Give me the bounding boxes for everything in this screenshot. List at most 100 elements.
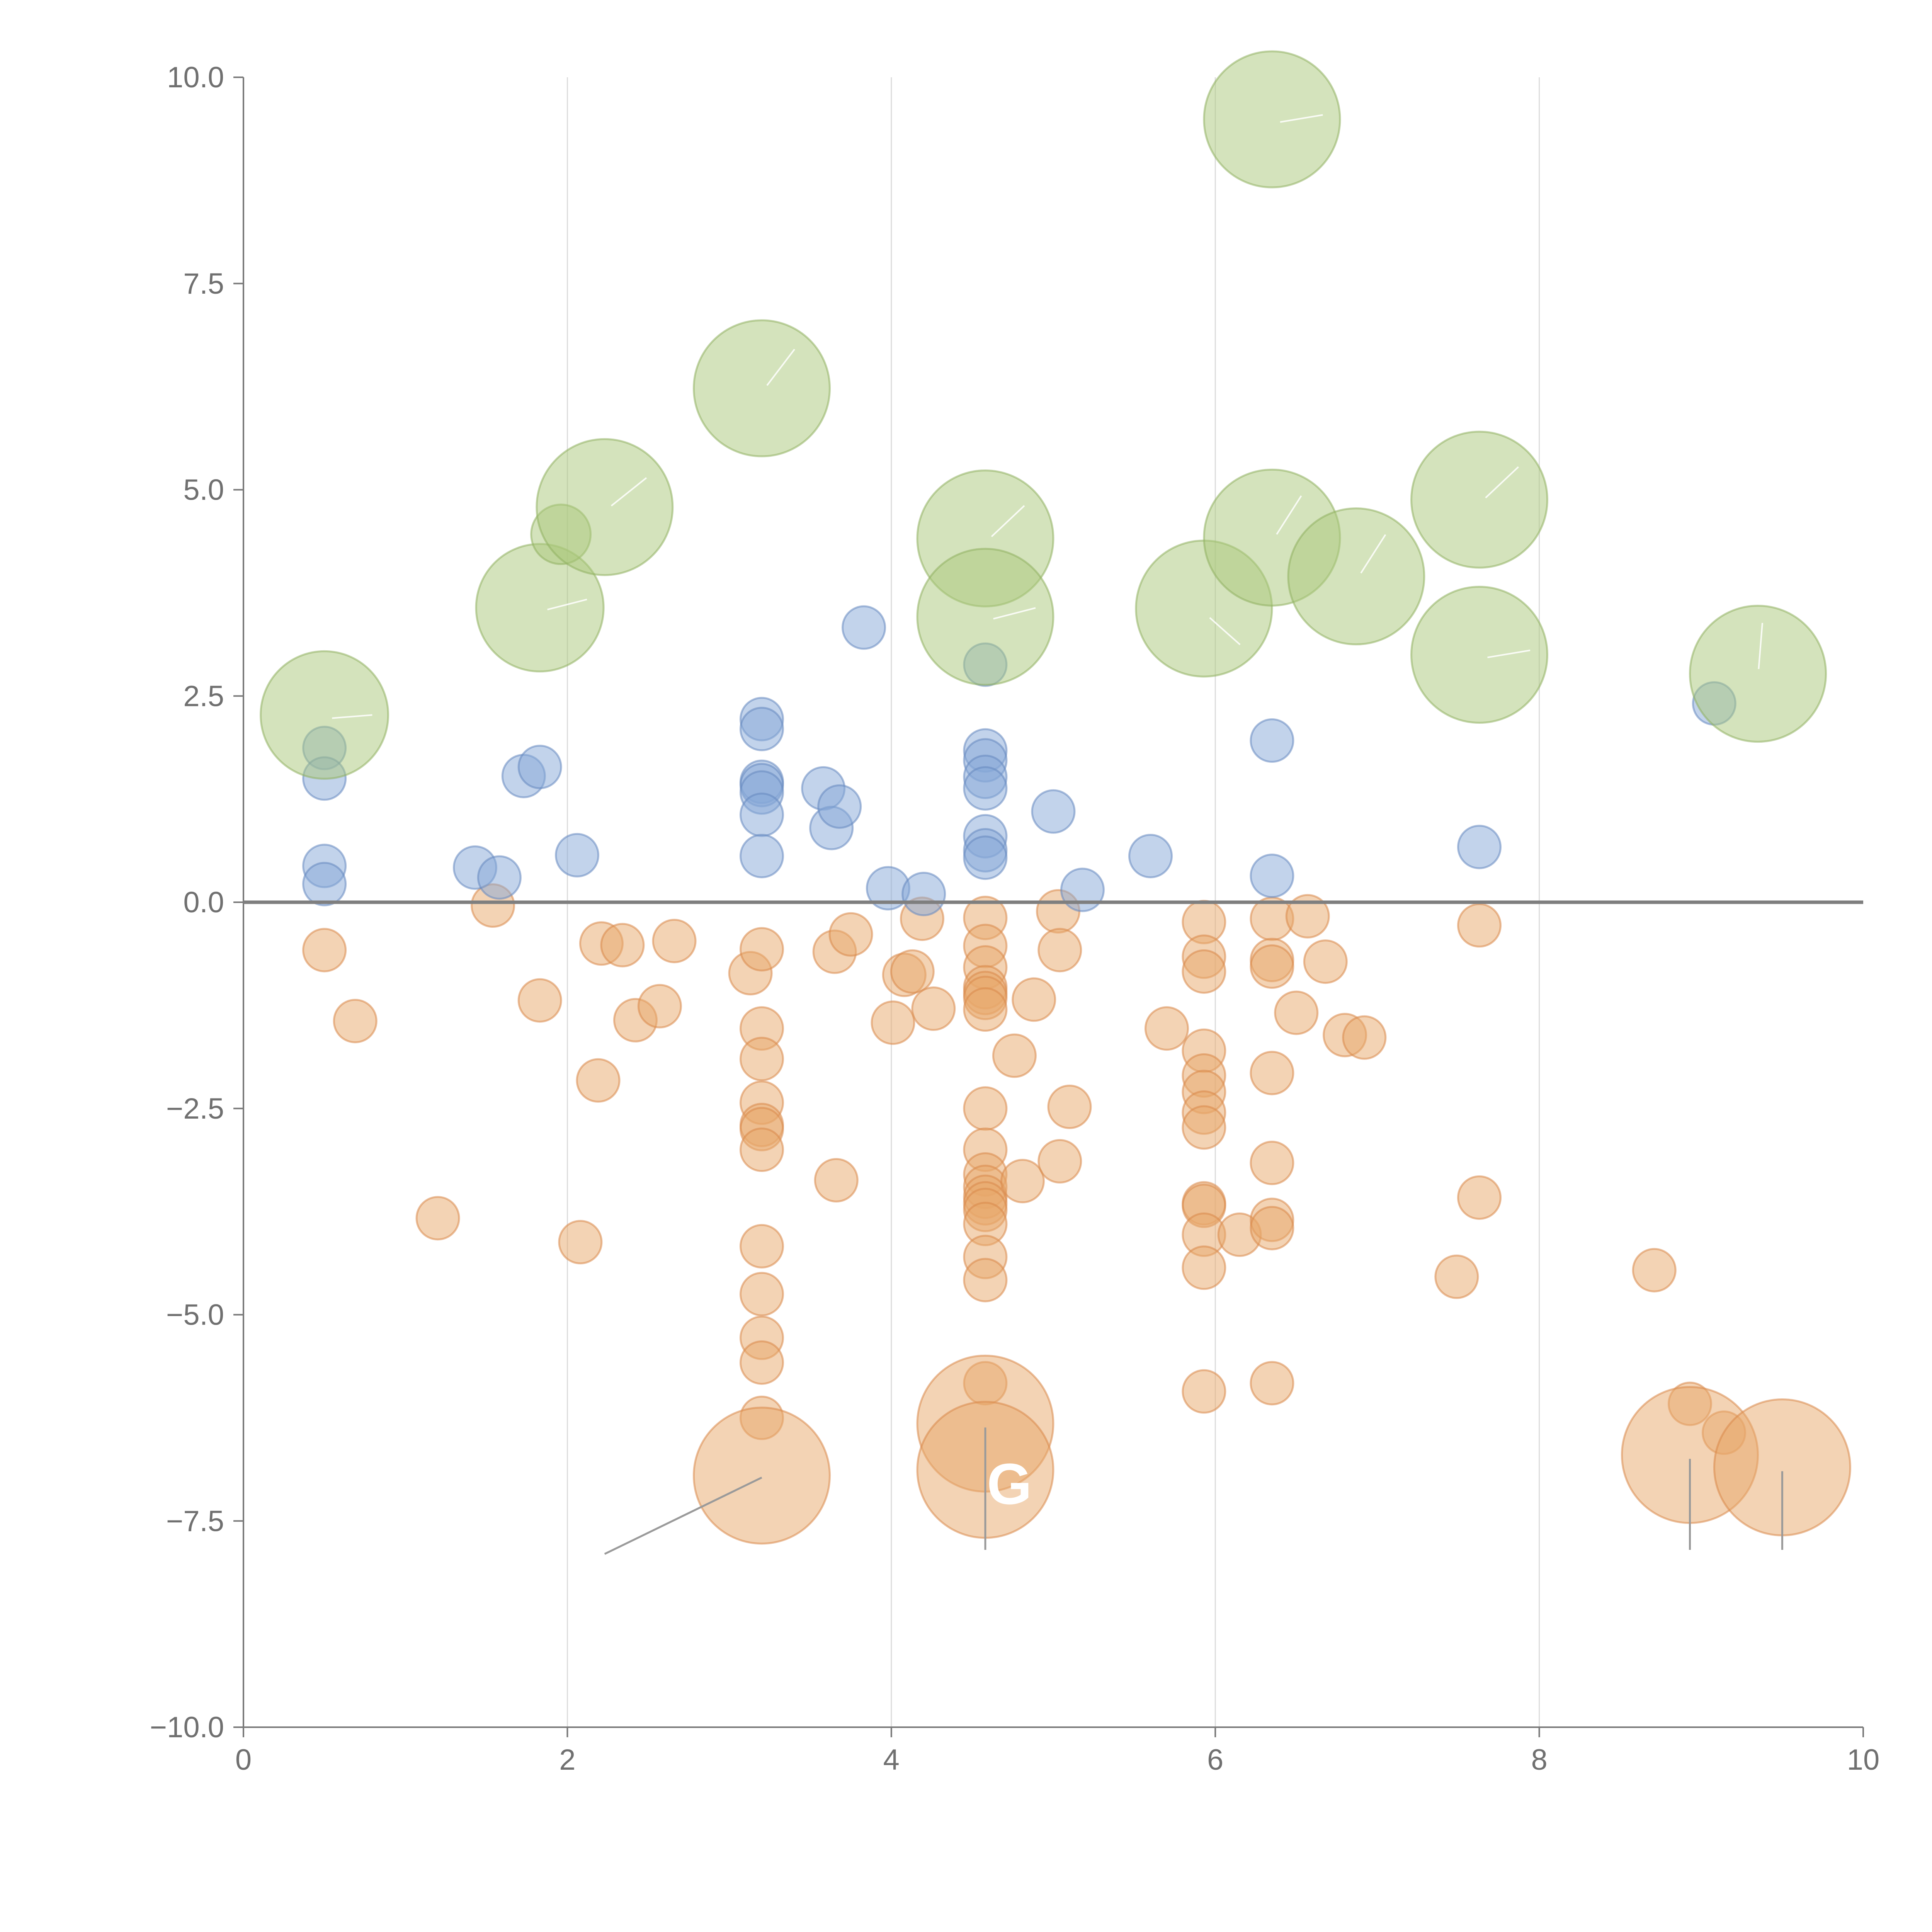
data-point-negative — [1457, 1175, 1502, 1220]
data-point-negative — [1182, 1245, 1226, 1290]
leader-line — [604, 1476, 762, 1555]
data-point-negative — [739, 1037, 784, 1082]
y-tick-label: 2.5 — [183, 680, 224, 713]
bubble-inner-stroke — [1487, 650, 1531, 658]
data-point-negative — [1434, 1254, 1479, 1299]
data-point-negative — [828, 912, 873, 957]
data-point-negative — [911, 986, 956, 1031]
data-point-negative — [576, 1058, 621, 1103]
data-point-negative — [1285, 894, 1330, 939]
data-point-large — [1287, 507, 1425, 646]
data-point-negative — [333, 998, 378, 1043]
data-point-positive — [963, 766, 1008, 811]
data-point-large — [1689, 605, 1827, 743]
data-point-negative — [739, 927, 784, 972]
bubble-inner-stroke — [1276, 495, 1302, 535]
bubbles — [260, 50, 1851, 1545]
data-point-negative — [302, 928, 347, 973]
data-point-large — [260, 650, 389, 780]
tick-labels: −10.0 −7.5 −5.0 −2.5 0.0 2.5 5.0 7.5 10.0 0 2 4 6 8 10 — [150, 61, 1880, 1776]
leader-lines — [604, 1427, 1783, 1555]
data-point-negative — [871, 1000, 915, 1045]
data-point-positive — [477, 855, 522, 900]
data-point-positive — [555, 833, 600, 878]
data-point-positive — [739, 707, 784, 752]
data-point-negative — [517, 978, 562, 1023]
data-point-negative — [739, 1224, 784, 1269]
data-point-large — [692, 319, 831, 457]
data-point-negative — [1250, 1051, 1294, 1095]
x-tick-label: 10 — [1847, 1743, 1880, 1776]
data-point-positive — [739, 833, 784, 878]
data-point-negative — [1047, 1084, 1092, 1129]
data-point-negative-large — [692, 1406, 831, 1545]
data-point-negative — [1250, 1141, 1294, 1185]
data-point-positive — [1060, 867, 1105, 912]
data-point-positive — [1457, 825, 1502, 869]
x-tick-label: 4 — [883, 1743, 900, 1776]
bubble-inner-stroke — [611, 477, 647, 507]
data-point-large — [1410, 586, 1548, 724]
data-point-positive — [302, 862, 347, 906]
y-tick-label: 0.0 — [183, 886, 224, 919]
bubble-inner-stroke — [1209, 617, 1241, 645]
x-tick-label: 0 — [235, 1743, 252, 1776]
bubble-inner-stroke — [547, 599, 587, 611]
data-point-negative — [1250, 1206, 1294, 1250]
data-point-negative — [1250, 944, 1294, 989]
data-point-positive — [901, 872, 946, 917]
bubble-inner-stroke — [1485, 466, 1519, 498]
data-point-positive — [1250, 854, 1294, 898]
data-point-negative — [1144, 1006, 1189, 1051]
data-point-negative — [814, 1158, 859, 1202]
data-point-negative — [652, 918, 697, 963]
y-tick-label: −5.0 — [166, 1299, 224, 1332]
bubble-inner-stroke — [1360, 534, 1386, 574]
data-point-negative — [739, 1128, 784, 1172]
data-point-negative — [1182, 949, 1226, 994]
bubble-inner-stroke — [766, 349, 795, 386]
data-point-negative — [600, 923, 645, 968]
bubble-inner-stroke — [1758, 622, 1764, 669]
data-point-positive — [517, 745, 562, 789]
x-tick-label: 8 — [1531, 1743, 1547, 1776]
data-point-positive — [817, 784, 862, 829]
y-tick-label: 10.0 — [167, 61, 224, 94]
data-point-negative — [1182, 1105, 1226, 1150]
data-point-negative — [1457, 903, 1502, 948]
data-point-negative — [1632, 1248, 1677, 1293]
bubble-inner-stroke — [1280, 114, 1323, 123]
data-point-large — [1410, 430, 1548, 569]
data-point-positive — [842, 605, 886, 650]
data-point-negative — [1182, 1369, 1226, 1414]
data-point-negative — [739, 1272, 784, 1316]
data-point-negative — [992, 1033, 1037, 1078]
bubble-inner-stroke — [991, 505, 1025, 537]
y-tick-label: −10.0 — [150, 1711, 224, 1744]
data-point-negative — [963, 1086, 1008, 1131]
data-point-negative — [890, 949, 935, 994]
annotation-label: G — [987, 1451, 1032, 1516]
bubble-inner-stroke — [993, 607, 1036, 620]
data-point-negative — [739, 1340, 784, 1385]
data-point-positive — [1250, 718, 1294, 763]
data-point-large — [916, 548, 1054, 686]
data-point-negative — [963, 1258, 1008, 1303]
data-point-negative — [1012, 977, 1056, 1022]
data-point-positive — [963, 835, 1008, 880]
data-point-negative — [1250, 1361, 1294, 1406]
data-point-negative — [1274, 990, 1319, 1035]
data-point-positive — [1031, 789, 1076, 834]
data-point-negative — [558, 1220, 603, 1265]
bubble-inner-stroke — [332, 714, 372, 719]
data-point-positive — [1128, 833, 1173, 878]
data-point-positive — [739, 793, 784, 837]
data-point-negative — [963, 987, 1008, 1032]
x-tick-label: 2 — [559, 1743, 575, 1776]
data-point-negative — [1037, 1139, 1082, 1184]
data-point-negative — [1342, 1015, 1387, 1060]
data-point-negative — [1303, 939, 1348, 984]
data-point-negative — [1000, 1159, 1045, 1204]
x-tick-label: 6 — [1207, 1743, 1223, 1776]
